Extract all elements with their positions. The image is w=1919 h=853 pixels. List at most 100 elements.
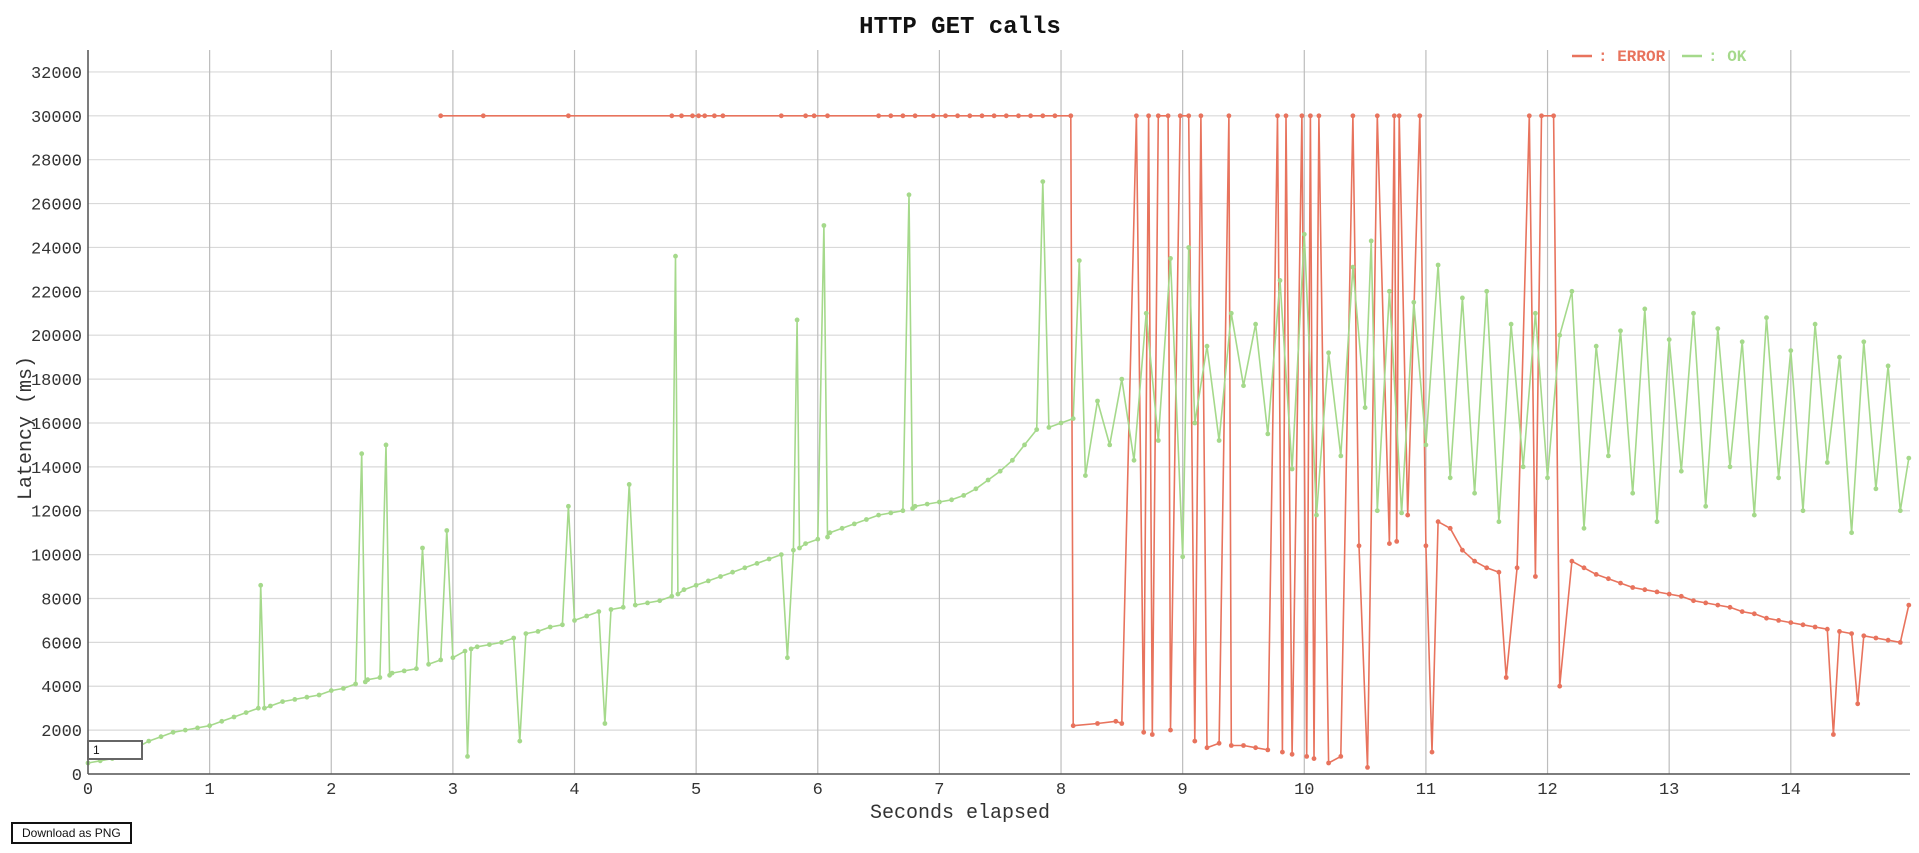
ok-data-point bbox=[438, 657, 444, 663]
ok-data-point bbox=[414, 666, 419, 672]
ok-data-point bbox=[450, 655, 456, 661]
ok-data-point bbox=[596, 609, 602, 614]
y-tick-label: 12000 bbox=[31, 504, 82, 523]
error-data-point bbox=[1304, 754, 1310, 759]
ok-data-point bbox=[1362, 405, 1368, 410]
ok-data-point bbox=[1204, 343, 1210, 349]
ok-data-point bbox=[1460, 295, 1465, 301]
ok-data-point bbox=[231, 714, 237, 720]
ok-data-point bbox=[657, 598, 663, 604]
error-data-point bbox=[1460, 547, 1465, 553]
error-data-point bbox=[669, 113, 675, 119]
ok-data-point bbox=[1545, 475, 1550, 481]
x-tick-label: 14 bbox=[1781, 781, 1801, 800]
ok-data-point bbox=[426, 661, 431, 667]
y-tick-label: 24000 bbox=[31, 240, 82, 259]
error-data-point bbox=[1551, 113, 1556, 119]
ok-data-point bbox=[1873, 486, 1879, 492]
ok-data-point bbox=[1812, 321, 1818, 327]
ok-data-point bbox=[560, 622, 565, 628]
ok-data-point bbox=[1216, 438, 1222, 443]
ok-data-point bbox=[778, 552, 784, 557]
ok-data-point bbox=[1040, 179, 1046, 185]
error-data-point bbox=[1119, 721, 1125, 726]
ok-data-point bbox=[1070, 416, 1076, 421]
error-data-point bbox=[438, 113, 444, 119]
error-data-point bbox=[679, 113, 684, 119]
ok-data-point bbox=[924, 501, 930, 507]
error-data-point bbox=[1228, 743, 1234, 748]
ok-data-point bbox=[827, 530, 833, 536]
ok-data-point bbox=[669, 593, 675, 599]
x-tick-label: 5 bbox=[691, 781, 701, 800]
x-tick-label: 2 bbox=[326, 781, 336, 800]
ok-data-point bbox=[1593, 343, 1599, 349]
ok-data-point bbox=[444, 528, 450, 533]
ok-data-point bbox=[359, 451, 365, 457]
error-data-point bbox=[1391, 113, 1397, 119]
ok-data-point bbox=[420, 545, 425, 551]
error-data-point bbox=[930, 113, 936, 119]
y-tick-label: 14000 bbox=[31, 460, 82, 479]
error-data-point bbox=[566, 113, 571, 119]
ok-data-point bbox=[258, 582, 264, 588]
ok-data-point bbox=[645, 600, 650, 606]
error-data-point bbox=[1417, 113, 1423, 119]
y-tick-label: 4000 bbox=[41, 679, 82, 698]
error-data-point bbox=[1526, 113, 1532, 119]
error-data-point bbox=[979, 113, 985, 119]
error-data-point bbox=[1226, 113, 1232, 119]
ok-data-point bbox=[1654, 519, 1660, 525]
error-data-point bbox=[1423, 543, 1429, 549]
ok-data-point bbox=[1885, 363, 1891, 369]
ok-data-point bbox=[1849, 530, 1854, 536]
x-tick-label: 10 bbox=[1294, 781, 1314, 800]
error-data-point bbox=[991, 113, 997, 119]
ok-data-point bbox=[1447, 475, 1453, 481]
error-data-point bbox=[900, 113, 906, 119]
ok-data-point bbox=[511, 635, 517, 641]
axes: 0200040006000800010000120001400016000180… bbox=[31, 50, 1910, 800]
ok-data-point bbox=[1618, 328, 1623, 334]
error-data-point bbox=[1606, 576, 1611, 582]
ok-data-point bbox=[839, 525, 845, 531]
ok-data-point bbox=[949, 497, 954, 503]
ok-data-point bbox=[1642, 306, 1648, 312]
error-data-point bbox=[702, 113, 708, 119]
error-data-point bbox=[955, 113, 960, 119]
ok-data-point bbox=[1095, 398, 1100, 404]
error-data-point bbox=[1365, 765, 1370, 770]
error-data-point bbox=[1472, 558, 1477, 564]
y-tick-label: 6000 bbox=[41, 635, 82, 654]
ok-data-point bbox=[547, 624, 553, 630]
ok-data-point bbox=[864, 517, 869, 522]
y-tick-label: 22000 bbox=[31, 284, 82, 303]
x-tick-label: 9 bbox=[1178, 781, 1188, 800]
ok-data-point bbox=[1058, 420, 1064, 426]
ok-data-point bbox=[602, 721, 608, 726]
x-tick-label: 7 bbox=[934, 781, 944, 800]
error-data-point bbox=[1028, 113, 1033, 119]
ok-data-point bbox=[1387, 288, 1392, 294]
ok-data-point bbox=[1289, 466, 1295, 472]
ok-data-point bbox=[973, 486, 979, 492]
download-png-button[interactable]: Download as PNG bbox=[11, 822, 132, 844]
error-data-point bbox=[1654, 589, 1660, 595]
error-data-point bbox=[1885, 637, 1891, 643]
error-data-point bbox=[1897, 640, 1903, 645]
error-data-point bbox=[1192, 738, 1198, 744]
ok-data-point bbox=[377, 675, 383, 680]
ok-data-point bbox=[876, 512, 881, 518]
page-number-input[interactable] bbox=[87, 740, 143, 760]
error-data-point bbox=[1484, 565, 1490, 571]
series-layer bbox=[85, 113, 1912, 770]
error-data-point bbox=[1177, 113, 1183, 119]
ok-data-point bbox=[1906, 455, 1912, 461]
error-data-point bbox=[1387, 541, 1392, 546]
ok-data-point bbox=[1411, 299, 1417, 305]
error-data-point bbox=[1396, 113, 1402, 119]
error-data-point bbox=[712, 113, 717, 119]
ok-data-point bbox=[328, 688, 334, 693]
ok-data-point bbox=[158, 734, 164, 740]
error-data-point bbox=[1496, 569, 1502, 575]
